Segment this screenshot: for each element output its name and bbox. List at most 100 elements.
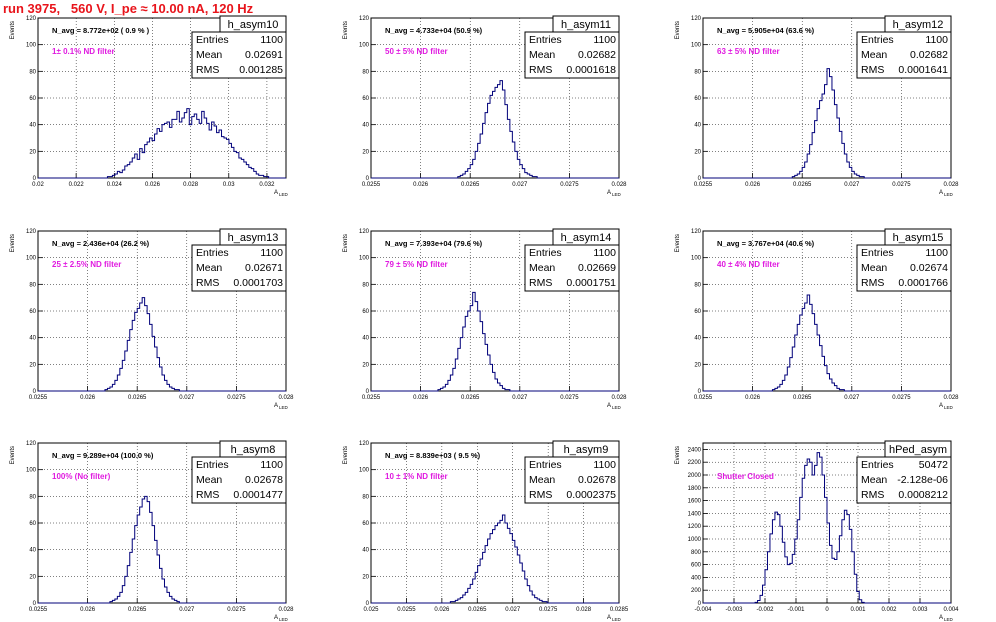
y-tick-label: 120 (359, 441, 370, 447)
x-axis-label: A (939, 403, 943, 409)
stats-rms-value: 0.0001477 (233, 489, 283, 501)
y-tick-label: 200 (691, 588, 702, 594)
stats-rms-value: 0.001285 (239, 64, 283, 76)
x-tick-label: -0.004 (694, 607, 712, 613)
stats-entries-label: Entries (529, 34, 562, 46)
y-tick-label: 60 (694, 309, 701, 315)
filter-annotation: 10 ± 1% ND filter (385, 472, 448, 481)
y-axis-label: Events (343, 446, 349, 464)
x-axis-label: A (274, 615, 278, 621)
stats-mean-value: 0.02671 (245, 262, 283, 274)
stats-entries-label: Entries (529, 247, 562, 259)
stats-entries-label: Entries (196, 459, 229, 471)
x-tick-label: 0.026 (80, 607, 96, 613)
y-tick-label: 120 (359, 16, 370, 22)
x-tick-label: 0.0265 (468, 607, 487, 613)
stats-entries-value: 1100 (925, 34, 948, 46)
stats-mean-value: -2.128e-06 (897, 474, 948, 486)
y-tick-label: 40 (29, 336, 36, 342)
y-axis-label: Events (10, 21, 16, 39)
filter-annotation: Shutter Closed (717, 472, 774, 481)
x-axis-label: A (939, 615, 943, 621)
x-tick-label: 0.0285 (610, 607, 629, 613)
stats-rms-label: RMS (196, 64, 219, 76)
y-tick-label: 100 (691, 43, 702, 49)
x-axis-label-subscript: LED (944, 192, 954, 197)
stats-entries-label: Entries (861, 34, 894, 46)
y-tick-label: 20 (362, 149, 369, 155)
y-tick-label: 1600 (688, 499, 702, 505)
navg-label: N_avg = 4.733e+04 (50.9 %) (385, 26, 483, 35)
y-tick-label: 60 (29, 309, 36, 315)
y-axis-label: Events (343, 21, 349, 39)
x-tick-label: 0.0255 (362, 182, 381, 188)
x-axis-label-subscript: LED (279, 405, 289, 410)
y-axis-label: Events (10, 446, 16, 464)
x-tick-label: 0 (825, 607, 829, 613)
stats-rms-label: RMS (196, 489, 219, 501)
histogram-line (703, 294, 951, 392)
x-axis-label-subscript: LED (279, 192, 289, 197)
histogram-line (371, 291, 619, 392)
stats-mean-label: Mean (529, 49, 555, 61)
x-tick-label: 0.028 (943, 395, 959, 401)
x-tick-label: 0.0265 (128, 395, 147, 401)
filter-annotation: 40 ± 4% ND filter (717, 260, 780, 269)
x-tick-label: 0.026 (80, 395, 96, 401)
x-tick-label: 0.002 (881, 607, 897, 613)
x-tick-label: 0.027 (179, 395, 195, 401)
y-tick-label: 100 (359, 43, 370, 49)
stats-mean-label: Mean (529, 262, 555, 274)
stats-mean-value: 0.02678 (578, 474, 616, 486)
stats-entries-value: 50472 (919, 459, 948, 471)
stats-box (856, 456, 952, 504)
x-tick-label: 0.028 (611, 182, 627, 188)
y-axis-label: Events (675, 234, 681, 252)
x-axis-label-subscript: LED (612, 192, 622, 197)
stats-rms-label: RMS (529, 277, 552, 289)
navg-label: N_avg = 9.289e+04 (100.0 %) (52, 451, 154, 460)
stats-rms-value: 0.0002375 (566, 489, 616, 501)
stats-entries-label: Entries (529, 459, 562, 471)
x-tick-label: 0.03 (223, 182, 235, 188)
y-tick-label: 2200 (688, 460, 702, 466)
stats-mean-label: Mean (861, 262, 887, 274)
histogram-line (38, 108, 286, 179)
stats-mean-label: Mean (861, 49, 887, 61)
navg-label: N_avg = 8.772e+02 ( 0.9 % ) (52, 26, 150, 35)
y-tick-label: 20 (694, 362, 701, 368)
x-tick-label: 0.0265 (793, 395, 812, 401)
navg-label: N_avg = 2.436e+04 (26.2 %) (52, 239, 150, 248)
x-tick-label: 0.0275 (560, 395, 579, 401)
y-tick-label: 2400 (688, 447, 702, 453)
y-tick-label: 80 (29, 282, 36, 288)
y-tick-label: 400 (691, 575, 702, 581)
x-tick-label: 0.0255 (29, 395, 48, 401)
x-tick-label: 0.0255 (362, 395, 381, 401)
y-tick-label: 20 (694, 149, 701, 155)
x-tick-label: 0.022 (69, 182, 85, 188)
stats-rms-value: 0.0001751 (566, 277, 616, 289)
stats-mean-value: 0.02682 (910, 49, 948, 61)
y-tick-label: 40 (694, 123, 701, 129)
stats-box (191, 244, 287, 292)
x-tick-label: 0.0255 (397, 607, 416, 613)
x-axis-label-subscript: LED (279, 617, 289, 622)
stats-entries-value: 1100 (260, 247, 283, 259)
x-tick-label: 0.003 (912, 607, 928, 613)
stats-entries-value: 1100 (593, 34, 616, 46)
stats-mean-value: 0.02678 (245, 474, 283, 486)
x-tick-label: 0.004 (943, 607, 959, 613)
y-tick-label: 80 (362, 282, 369, 288)
stats-mean-value: 0.02669 (578, 262, 616, 274)
y-tick-label: 40 (362, 123, 369, 129)
x-axis-label-subscript: LED (944, 617, 954, 622)
y-tick-label: 20 (29, 362, 36, 368)
stats-mean-label: Mean (196, 262, 222, 274)
x-tick-label: 0.028 (943, 182, 959, 188)
y-tick-label: 80 (694, 282, 701, 288)
x-axis-label: A (607, 190, 611, 196)
histogram-panel-3: 0.0255 0.026 0.0265 0.027 0.0275 0.028 0 20 40 60… (675, 15, 959, 197)
stats-box (524, 31, 620, 79)
y-tick-label: 0 (366, 176, 370, 182)
